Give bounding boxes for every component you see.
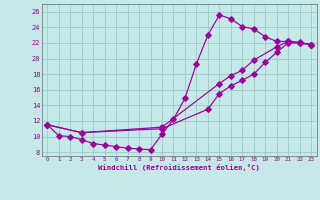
X-axis label: Windchill (Refroidissement éolien,°C): Windchill (Refroidissement éolien,°C) (98, 164, 260, 171)
